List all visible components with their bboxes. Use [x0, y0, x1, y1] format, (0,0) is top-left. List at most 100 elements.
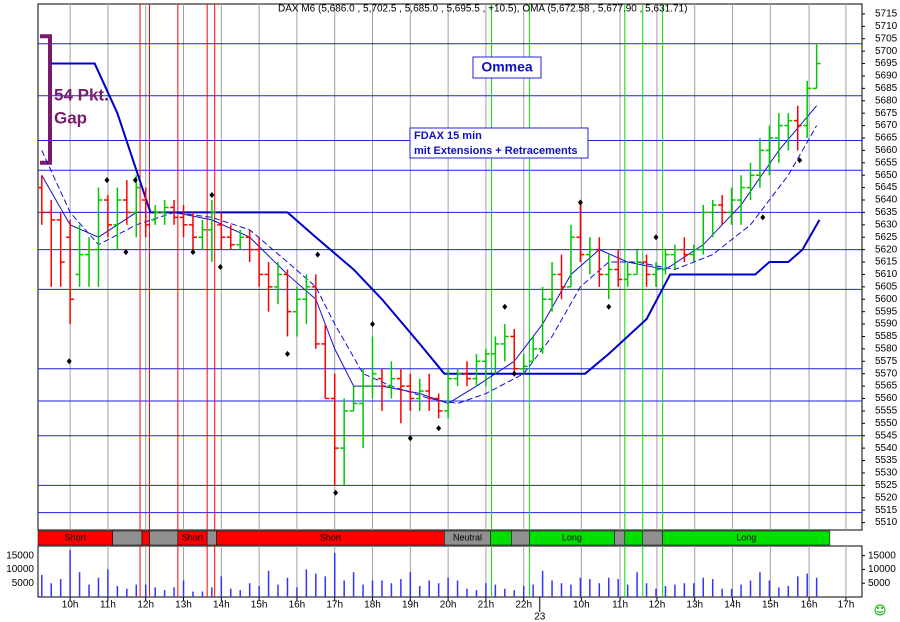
gap-annotation: 54 Pkt. [54, 85, 109, 104]
y-tick-label: 5520 [875, 492, 898, 503]
pivot-marker [653, 234, 659, 241]
x-tick-label: 15h [251, 600, 268, 611]
y-tick-label: 5550 [875, 418, 898, 429]
pivot-marker [284, 350, 290, 357]
pivot-marker [502, 303, 508, 310]
y-tick-label: 5605 [875, 281, 898, 292]
signal-label: Short [182, 532, 204, 542]
signal-segment [141, 530, 150, 546]
signal-segment [614, 530, 626, 546]
y-tick-label: 5535 [875, 455, 898, 466]
x-tick-label: 12h [649, 600, 666, 611]
pivot-marker [511, 370, 517, 377]
pivot-marker [66, 358, 72, 365]
x-tick-label: 14h [213, 600, 230, 611]
x-tick-label: 17h [326, 600, 343, 611]
y-tick-label: 5530 [875, 468, 898, 479]
y-tick-label: 5610 [875, 269, 898, 280]
y-tick-label: 5510 [875, 517, 898, 528]
y-tick-label: 5515 [875, 505, 898, 516]
y-tick-label: 5580 [875, 344, 898, 355]
volume-y-tick-label: 5000 [12, 578, 35, 589]
y-tick-label: 5545 [875, 430, 898, 441]
pivot-marker [370, 321, 376, 328]
pivot-marker [606, 303, 612, 310]
signal-segment [149, 530, 179, 546]
y-tick-label: 5650 [875, 170, 898, 181]
date-tick-label: 23 [534, 612, 546, 622]
info-annotation: FDAX 15 min [414, 130, 482, 142]
x-tick-label: 20h [440, 600, 457, 611]
volume-frame [37, 545, 863, 598]
x-tick-label: 21h [478, 600, 495, 611]
pivot-marker [333, 489, 339, 496]
pivot-marker [104, 177, 110, 184]
pivot-marker [577, 199, 583, 206]
x-tick-label: 13h [175, 600, 192, 611]
pivot-marker [760, 214, 766, 221]
volume-y-tick-label: 10000 [6, 564, 34, 575]
x-tick-label: 16h [801, 600, 818, 611]
volume-y-tick-label: 5000 [868, 578, 891, 589]
y-tick-label: 5690 [875, 71, 898, 82]
price-frame [37, 3, 863, 531]
signal-segment [490, 530, 512, 546]
y-tick-label: 5660 [875, 145, 898, 156]
y-tick-label: 5680 [875, 95, 898, 106]
x-tick-label: 17h [838, 600, 855, 611]
y-tick-label: 5560 [875, 393, 898, 404]
y-tick-label: 5630 [875, 219, 898, 230]
y-tick-label: 5635 [875, 207, 898, 218]
name-annotation: Ommea [481, 59, 533, 75]
pivot-marker [217, 264, 223, 270]
y-tick-label: 5620 [875, 244, 898, 255]
pivot-marker [190, 249, 196, 256]
pivot-marker [132, 177, 138, 184]
y-tick-label: 5555 [875, 406, 898, 417]
x-tick-label: 18h [364, 600, 381, 611]
x-tick-label: 10h [573, 600, 590, 611]
x-tick-label: 13h [686, 600, 703, 611]
y-tick-label: 5525 [875, 480, 898, 491]
y-tick-label: 5540 [875, 443, 898, 454]
y-tick-label: 5655 [875, 157, 898, 168]
signal-label: Short [65, 532, 87, 542]
signal-label: Short [320, 532, 342, 542]
y-tick-label: 5695 [875, 58, 898, 69]
y-tick-label: 5615 [875, 257, 898, 268]
x-tick-label: 15h [762, 600, 779, 611]
volume-y-tick-label: 10000 [868, 564, 896, 575]
foreground-layer: 10h 11h 12h 13h 14h 15h 16h 17h 18h 19h 20h 21h 22h 1… [6, 9, 897, 622]
x-tick-label: 16h [289, 600, 306, 611]
y-tick-label: 5590 [875, 319, 898, 330]
x-tick-label: 12h [137, 600, 154, 611]
x-tick-label: 19h [402, 600, 419, 611]
y-tick-label: 5670 [875, 120, 898, 131]
y-tick-label: 5715 [875, 9, 898, 20]
signal-label: Long [562, 532, 582, 542]
signal-segment [511, 530, 530, 546]
y-tick-label: 5700 [875, 46, 898, 57]
y-tick-label: 5710 [875, 21, 898, 32]
gap-bracket [40, 34, 52, 165]
y-tick-label: 5570 [875, 368, 898, 379]
signal-segment [624, 530, 644, 546]
x-tick-label: 22h [515, 600, 532, 611]
pivot-marker [123, 249, 129, 256]
y-tick-label: 5640 [875, 195, 898, 206]
y-tick-label: 5705 [875, 33, 898, 44]
volume-y-tick-label: 15000 [6, 550, 34, 561]
y-tick-label: 5645 [875, 182, 898, 193]
pivot-marker [797, 157, 803, 164]
signal-label: Long [736, 532, 756, 542]
y-tick-label: 5585 [875, 331, 898, 342]
signal-segment [206, 530, 217, 546]
signal-segment [662, 530, 831, 546]
x-tick-label: 10h [62, 600, 79, 611]
y-tick-label: 5665 [875, 133, 898, 144]
y-tick-label: 5595 [875, 306, 898, 317]
volume-y-tick-label: 15000 [868, 550, 896, 561]
y-tick-label: 5600 [875, 294, 898, 305]
pivot-marker [407, 435, 413, 442]
